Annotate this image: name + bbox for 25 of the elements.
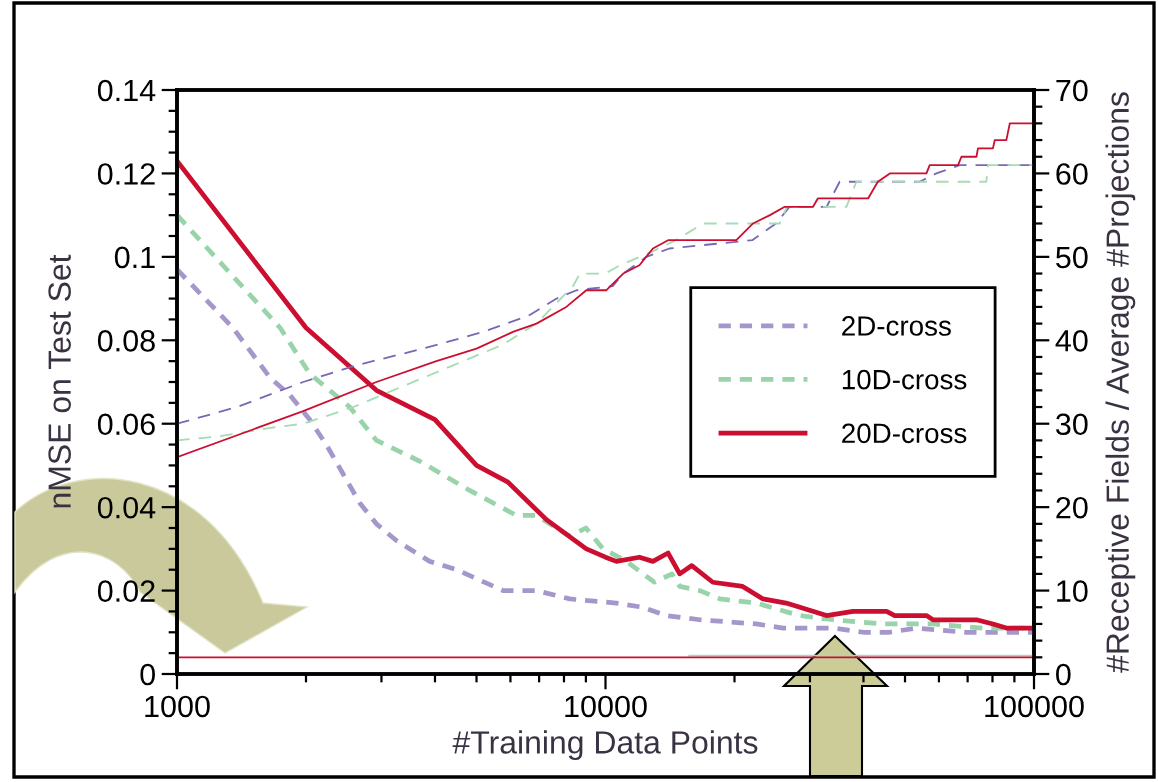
x-axis-title: #Training Data Points bbox=[452, 730, 758, 761]
y-axis-title: nMSE on Test Set bbox=[48, 254, 71, 508]
y-tick-label: 0.04 bbox=[97, 496, 156, 519]
legend-label: 2D-cross bbox=[842, 316, 951, 336]
y-tick-label: 0.02 bbox=[97, 580, 155, 602]
y-tick-label: 0.14 bbox=[97, 79, 156, 102]
x-tick-label: 10000 bbox=[565, 695, 647, 718]
y2-tick-label: 20 bbox=[1056, 496, 1088, 519]
y2-tick-label: 60 bbox=[1056, 163, 1088, 185]
x-tick-label: 1000 bbox=[145, 695, 210, 718]
y2-tick-label: 50 bbox=[1056, 246, 1088, 269]
y2-tick-label: 40 bbox=[1055, 330, 1088, 352]
y-tick-label: 0.12 bbox=[97, 163, 155, 185]
y-tick-label: 0.08 bbox=[97, 330, 155, 352]
x-tick-label: 100000 bbox=[985, 695, 1084, 718]
y2-tick-label: 10 bbox=[1057, 580, 1088, 602]
y2-axis-title: #Receptive Fields / Average #Projections bbox=[1105, 92, 1136, 673]
y2-tick-label: 70 bbox=[1056, 79, 1088, 102]
y2-tick-label: 0 bbox=[1056, 663, 1071, 686]
y-tick-label: 0.06 bbox=[97, 413, 155, 436]
y-tick-label: 0.1 bbox=[114, 246, 155, 269]
legend-label: 20D-cross bbox=[842, 423, 967, 444]
y-tick-label: 0 bbox=[140, 663, 155, 686]
legend-label: 10D-cross bbox=[842, 369, 967, 390]
y2-tick-label: 30 bbox=[1056, 413, 1088, 436]
